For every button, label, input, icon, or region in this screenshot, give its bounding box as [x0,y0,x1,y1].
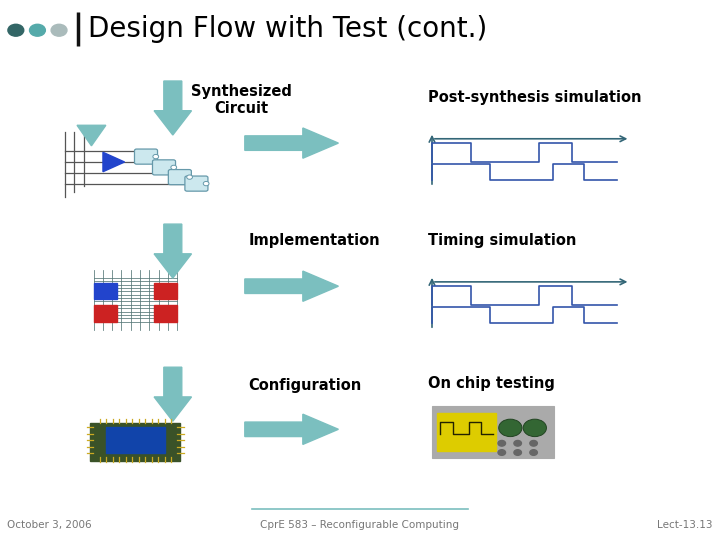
Circle shape [530,450,537,455]
Bar [437,413,496,451]
Circle shape [153,154,158,159]
Circle shape [530,441,537,446]
Circle shape [51,24,67,36]
Bar [94,282,117,299]
Circle shape [8,24,24,36]
Circle shape [514,450,521,455]
Polygon shape [77,125,106,146]
Polygon shape [245,414,338,444]
Text: Implementation: Implementation [248,233,380,248]
Bar [106,427,165,454]
Polygon shape [154,81,192,135]
Bar [154,305,177,322]
Text: Design Flow with Test (cont.): Design Flow with Test (cont.) [88,15,487,43]
Text: On chip testing: On chip testing [428,376,555,391]
Bar [432,406,554,457]
Text: Synthesized
Circuit: Synthesized Circuit [191,84,292,116]
Circle shape [171,165,176,170]
Circle shape [186,175,192,179]
Bar [94,305,117,322]
Text: Post-synthesis simulation: Post-synthesis simulation [428,90,642,105]
FancyBboxPatch shape [168,170,192,185]
Text: CprE 583 – Reconfigurable Computing: CprE 583 – Reconfigurable Computing [261,520,459,530]
Bar [154,282,177,299]
Polygon shape [154,224,192,278]
Text: Lect-13.13: Lect-13.13 [657,520,713,530]
Polygon shape [245,271,338,301]
Text: Configuration: Configuration [248,377,361,393]
Circle shape [498,450,505,455]
Circle shape [498,441,505,446]
Text: Timing simulation: Timing simulation [428,233,577,248]
Circle shape [203,181,209,186]
Text: October 3, 2006: October 3, 2006 [7,520,92,530]
Circle shape [499,419,522,437]
FancyBboxPatch shape [185,176,208,191]
Polygon shape [103,152,125,172]
Bar [91,423,181,461]
FancyBboxPatch shape [153,160,176,175]
Polygon shape [154,367,192,421]
Circle shape [514,441,521,446]
Circle shape [30,24,45,36]
Polygon shape [245,128,338,158]
Circle shape [523,419,546,437]
FancyBboxPatch shape [135,149,158,164]
